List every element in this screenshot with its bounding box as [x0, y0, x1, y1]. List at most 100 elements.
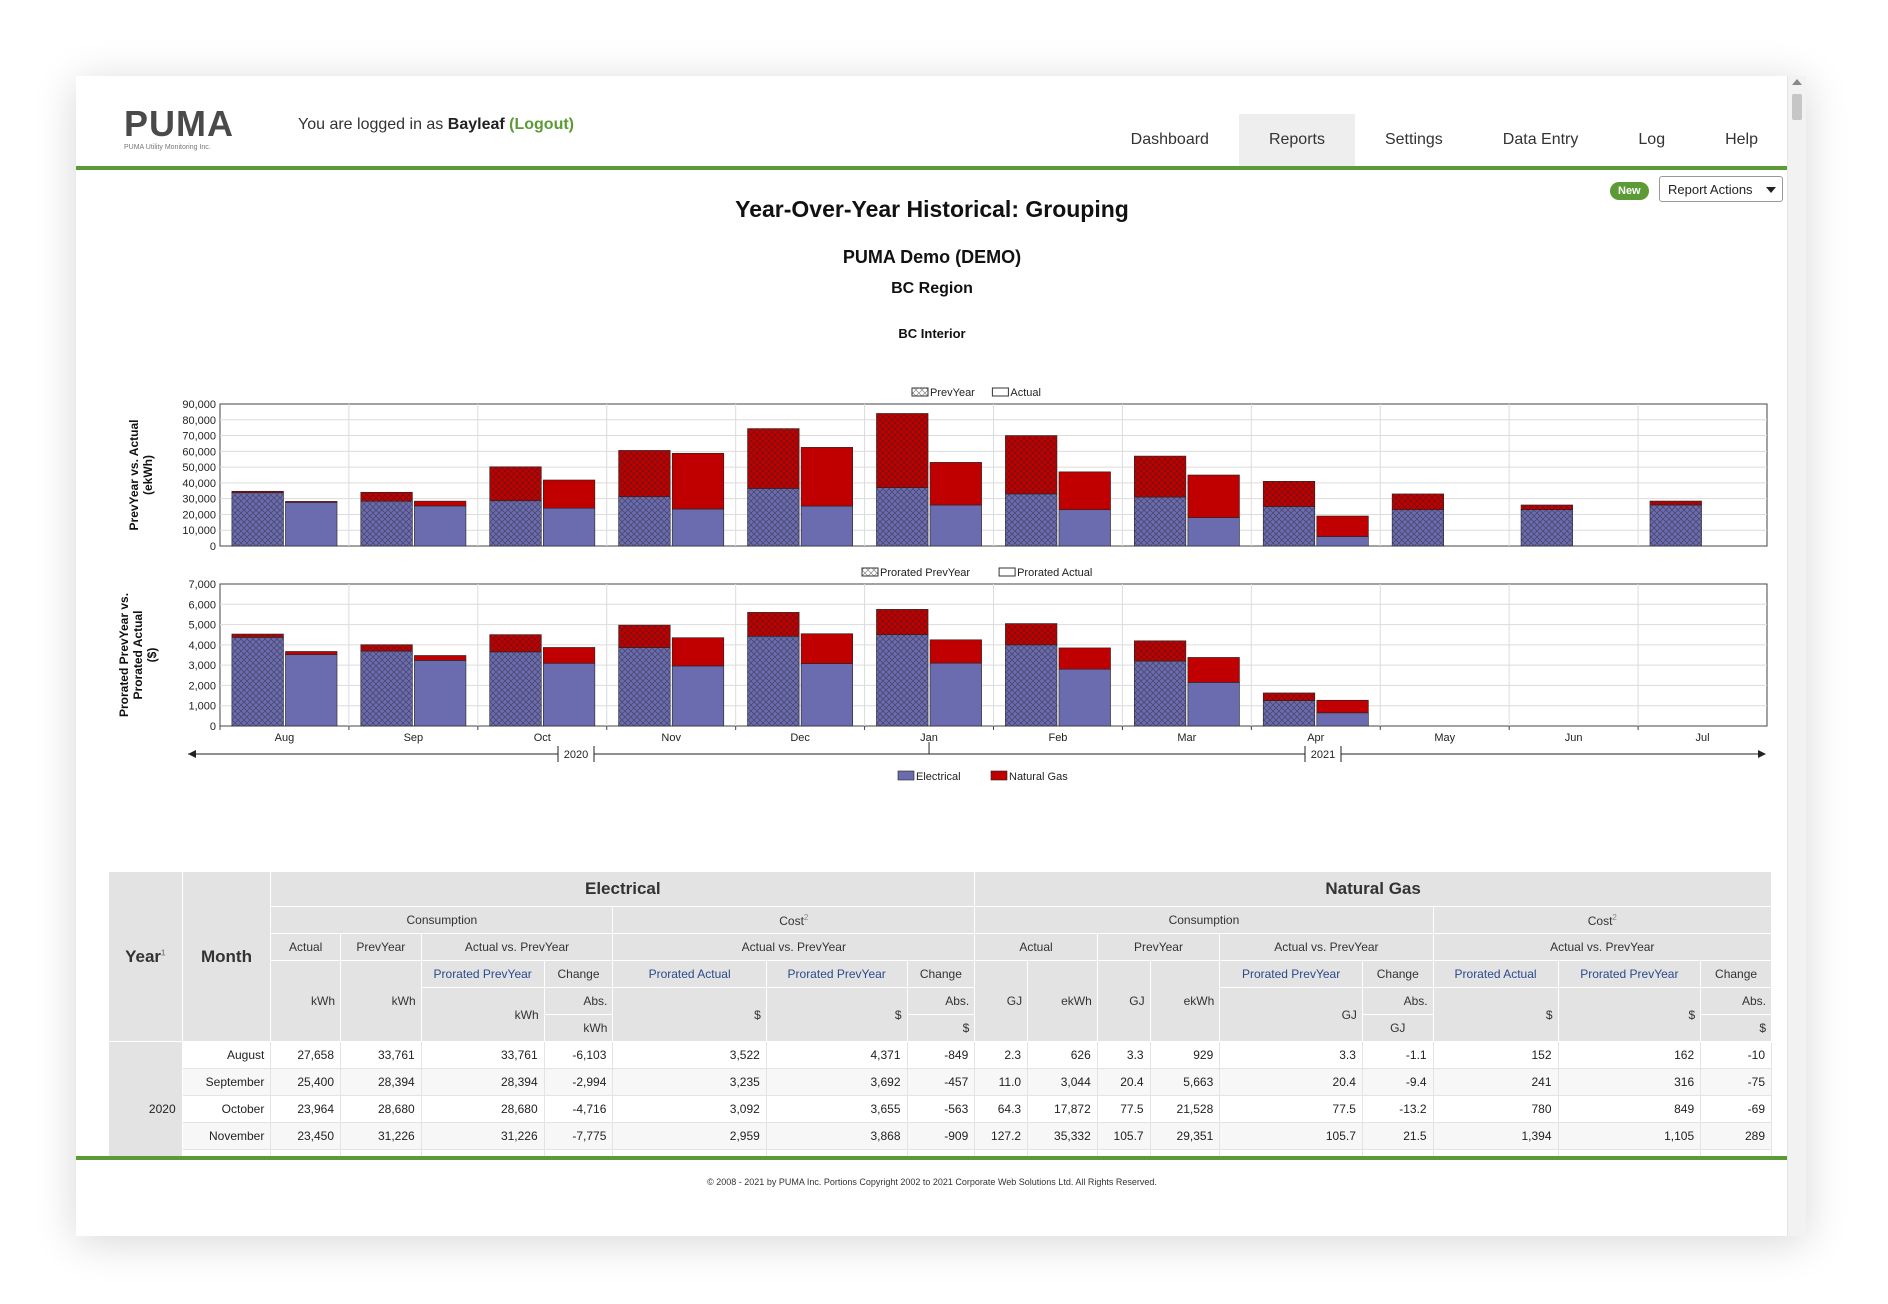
table-cell: 31,226	[420, 1122, 545, 1150]
gas-cost-avp-header: Actual vs. PrevYear	[1432, 933, 1772, 961]
table-cell: 292	[1700, 1149, 1772, 1156]
y-tick-label: 6,000	[188, 599, 216, 611]
table-row: October 23,964 28,680 28,680 -4,716 3,092 3,65…	[109, 1095, 1772, 1123]
table-cell: -563	[906, 1095, 976, 1123]
bar-actual-electrical	[285, 654, 338, 727]
legend-swatch	[998, 567, 1016, 577]
bar-actual-natural-gas	[671, 452, 725, 510]
x-tick-label: Aug	[275, 732, 295, 744]
new-badge: New	[1610, 182, 1649, 200]
logo-subtitle: PUMA Utility Monitoring Inc.	[124, 144, 211, 151]
subregion-name: BC Interior	[898, 326, 966, 341]
scrollbar-thumb[interactable]	[1792, 94, 1802, 120]
bar-actual-electrical	[1316, 536, 1369, 547]
table-cell: 3,044	[1027, 1068, 1098, 1096]
bar-hatch	[231, 634, 284, 638]
elec-cost-actual-unit: $	[612, 987, 767, 1042]
bar-hatch	[231, 492, 284, 546]
gas-cost-actual-unit: $	[1432, 987, 1559, 1042]
bar-hatch	[1521, 504, 1573, 510]
table-cell: 20.4	[1096, 1068, 1151, 1096]
y-tick-label: 80,000	[182, 415, 216, 427]
table-cell: 3,655	[765, 1095, 908, 1123]
x-tick-label: Jan	[920, 732, 938, 744]
month-cell: August	[181, 1041, 272, 1069]
puma-logo[interactable]: PUMA PUMA Utility Monitoring Inc.	[124, 106, 234, 152]
bar-actual-natural-gas	[800, 447, 853, 507]
bar-hatch	[1005, 435, 1057, 494]
nav-reports[interactable]: Reports	[1238, 114, 1355, 166]
nav-log[interactable]: Log	[1638, 131, 1666, 148]
legend-swatch	[897, 770, 915, 781]
vertical-scrollbar[interactable]	[1787, 76, 1806, 1236]
data-table-container: Year1 Month Electrical Natural Gas Consu…	[108, 871, 1772, 1156]
table-cell: 4,371	[765, 1041, 908, 1069]
y-axis-label: ($)	[145, 648, 159, 663]
table-cell: 115.4	[1219, 1149, 1363, 1156]
electrical-group-header: Electrical	[270, 871, 976, 907]
bar-hatch	[618, 496, 671, 546]
table-cell: 36,481	[420, 1149, 545, 1156]
elec-actual-header: Actual	[270, 933, 342, 961]
legend-label: Prorated PrevYear	[880, 567, 970, 579]
scroll-up-arrow-icon[interactable]	[1792, 79, 1802, 85]
bar-actual-natural-gas	[414, 500, 467, 507]
table-cell: 2.3	[974, 1041, 1029, 1069]
bar-hatch	[489, 466, 542, 501]
bar-actual-natural-gas	[285, 651, 338, 655]
table-cell: 3,079	[612, 1149, 767, 1156]
browser-window: PUMA PUMA Utility Monitoring Inc. You ar…	[76, 76, 1806, 1236]
y-tick-label: 2,000	[188, 680, 216, 692]
nav-dashboard[interactable]: Dashboard	[1130, 131, 1209, 148]
y-tick-label: 60,000	[182, 446, 216, 458]
gas-prorated-actual-header: Prorated Actual	[1432, 960, 1559, 988]
gas-cost-change-header: Change	[1700, 960, 1772, 988]
table-cell: 136.5	[1096, 1149, 1151, 1156]
y-tick-label: 1,000	[188, 701, 216, 713]
gas-actual-ekwh-unit: ekWh	[1027, 960, 1098, 1042]
table-cell: -9.4	[1361, 1068, 1434, 1096]
bar-hatch	[876, 634, 929, 726]
logout-link[interactable]: (Logout)	[509, 116, 574, 133]
gas-actual-header: Actual	[974, 933, 1098, 961]
bar-hatch	[1392, 493, 1444, 510]
bar-actual-electrical	[285, 502, 338, 547]
y-tick-label: 0	[210, 721, 216, 733]
bar-actual-electrical	[414, 505, 467, 547]
elec-cost-prorated-prevyear-header: Prorated PrevYear	[765, 960, 908, 988]
gas-cost-change-abs: Abs.	[1700, 987, 1772, 1015]
table-cell: -69	[1700, 1095, 1772, 1123]
x-tick-label: Jul	[1696, 732, 1710, 744]
x-tick-label: Jun	[1565, 732, 1583, 744]
table-cell: 929	[1149, 1041, 1221, 1069]
report-actions-select[interactable]: Report Actions	[1659, 176, 1783, 202]
bar-actual-natural-gas	[800, 633, 853, 664]
table-row: December25,33336,48136,481-11,1493,0794,…	[109, 1149, 1772, 1156]
timeline-label-bg	[558, 746, 594, 762]
elec-prorated-unit: kWh	[420, 987, 545, 1042]
y-axis-label: Prorated Actual	[131, 611, 145, 700]
month-header: Month	[181, 871, 272, 1042]
table-cell: 23,964	[270, 1095, 342, 1123]
table-cell: 29,351	[1149, 1122, 1221, 1150]
bar-hatch	[876, 609, 929, 635]
bar-actual-natural-gas	[1058, 471, 1111, 511]
bar-actual-electrical	[800, 663, 853, 727]
report-actions-label: Report Actions	[1668, 182, 1753, 197]
elec-change-abs: Abs.	[543, 987, 614, 1015]
table-cell: 2,959	[612, 1122, 767, 1150]
nav-help[interactable]: Help	[1725, 131, 1758, 148]
gas-prevyear-ekwh-unit: ekWh	[1149, 960, 1221, 1042]
table-cell: 3.3	[1096, 1041, 1151, 1069]
table-cell: 289	[1700, 1122, 1772, 1150]
gas-prevyear-gj-unit: GJ	[1096, 960, 1151, 1042]
bar-hatch	[231, 637, 284, 726]
table-cell: 17,872	[1027, 1095, 1098, 1123]
gas-avp-header: Actual vs. PrevYear	[1219, 933, 1434, 961]
nav-data-entry[interactable]: Data Entry	[1502, 131, 1579, 148]
login-status: You are logged in as Bayleaf (Logout)	[298, 116, 574, 134]
gas-cost-change-unit: $	[1700, 1014, 1772, 1042]
gas-cost-prevyear-unit: $	[1557, 987, 1702, 1042]
table-cell: 77.5	[1219, 1095, 1363, 1123]
nav-settings[interactable]: Settings	[1384, 131, 1443, 148]
